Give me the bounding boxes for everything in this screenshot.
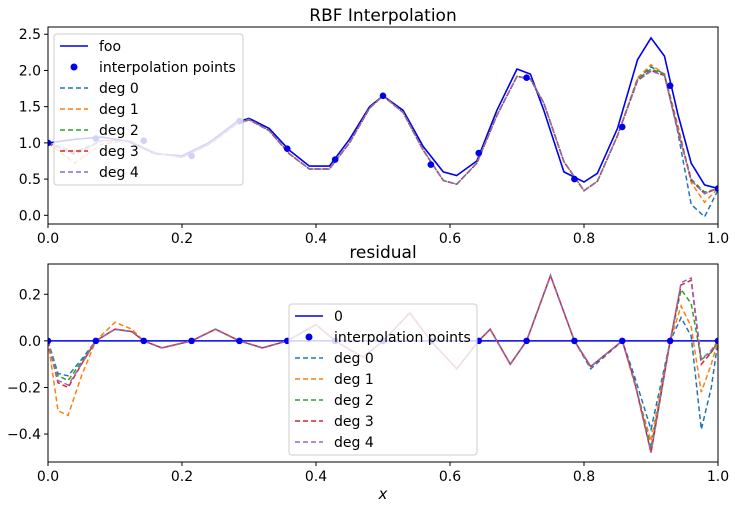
legend-entry-label: interpolation points <box>99 60 236 76</box>
legend-entry-label: deg 0 <box>99 81 139 97</box>
legend-entry-label: deg 1 <box>99 102 139 118</box>
interpolation-point <box>523 74 530 81</box>
legend-entry-label: foo <box>99 39 121 55</box>
x-tick-label: 0.4 <box>305 469 327 485</box>
legend-entry-label: 0 <box>334 309 343 325</box>
interpolation-point <box>714 185 718 192</box>
interpolation-point <box>618 123 626 131</box>
legend-entry-label: deg 3 <box>334 414 374 430</box>
legend-entry-label: deg 1 <box>334 372 374 388</box>
x-tick-label: 1.0 <box>707 231 729 247</box>
interpolation-point <box>571 337 578 345</box>
interpolation-point <box>236 337 243 345</box>
x-tick-label: 0.8 <box>573 469 595 485</box>
interpolation-point <box>48 139 52 147</box>
interpolation-point <box>523 337 530 345</box>
interpolation-point <box>571 175 578 183</box>
legend-entry-label: deg 0 <box>334 351 374 367</box>
axes-frame <box>47 26 719 225</box>
x-tick-label: 0.8 <box>573 231 595 247</box>
interpolation-point <box>475 149 483 157</box>
y-tick-label: 0.2 <box>19 287 41 303</box>
y-tick-label: 0.5 <box>19 172 41 188</box>
panel-rbf-interpolation: RBF Interpolation 0.0 0.2 0.4 0.6 0.8 1.0 0.0… <box>19 6 729 247</box>
interpolation-point <box>331 156 339 163</box>
interpolation-point <box>666 337 674 345</box>
legend-entry-label: interpolation points <box>334 330 471 346</box>
interpolation-point <box>618 337 626 345</box>
y-tick-label: 1.5 <box>19 100 41 116</box>
legend-entry-label: deg 3 <box>99 144 139 160</box>
legend-box <box>53 33 244 186</box>
y-tick-label: −0.2 <box>7 380 41 396</box>
x-tick-label: 0.2 <box>171 469 193 485</box>
x-tick-label: 0.2 <box>171 231 193 247</box>
interpolation-point <box>714 337 718 345</box>
interpolation-point <box>283 145 291 152</box>
legend-entry-label: deg 4 <box>99 165 139 181</box>
interpolation-point <box>379 92 387 100</box>
x-tick-label: 0.0 <box>37 469 59 485</box>
interpolation-point <box>666 82 674 89</box>
x-tick-label: 0.6 <box>439 469 461 485</box>
interpolation-point <box>427 161 435 168</box>
y-tick-label: −0.4 <box>7 427 41 443</box>
axes-frame <box>47 263 719 463</box>
chart-title: RBF Interpolation <box>309 6 456 26</box>
y-tick-label: 0.0 <box>19 208 41 224</box>
x-tick-label: 0.4 <box>305 231 327 247</box>
interpolation-point <box>188 337 195 345</box>
series-deg-3-line <box>48 273 718 453</box>
y-tick-label: 0.0 <box>19 334 41 350</box>
interpolation-point <box>48 337 52 345</box>
y-tick-label: 2.0 <box>19 63 41 79</box>
legend-box <box>288 303 478 456</box>
interpolation-point <box>140 337 148 345</box>
x-axis-label: x <box>378 485 388 503</box>
legend: foo interpolation points deg 0 deg 1 deg 2 de… <box>53 33 244 186</box>
legend-point-swatch <box>305 333 313 341</box>
legend-entry-label: deg 2 <box>334 393 374 409</box>
legend-point-swatch <box>70 63 78 71</box>
legend-entry-label: deg 4 <box>334 435 374 451</box>
chart-title: residual <box>349 243 416 263</box>
x-tick-label: 1.0 <box>707 469 729 485</box>
legend-entry-label: deg 2 <box>99 123 139 139</box>
x-tick-label: 0.6 <box>439 231 461 247</box>
y-tick-label: 2.5 <box>19 27 41 43</box>
legend: 0 interpolation points deg 0 deg 1 deg 2 deg … <box>288 303 478 456</box>
interpolation-point <box>92 337 100 345</box>
y-tick-label: 1.0 <box>19 136 41 152</box>
x-tick-label: 0.0 <box>37 231 59 247</box>
panel-residual: residual 0.0 0.2 0.4 0.6 0.8 1.0 −0.4 −0.2 0.0 0… <box>7 243 729 503</box>
